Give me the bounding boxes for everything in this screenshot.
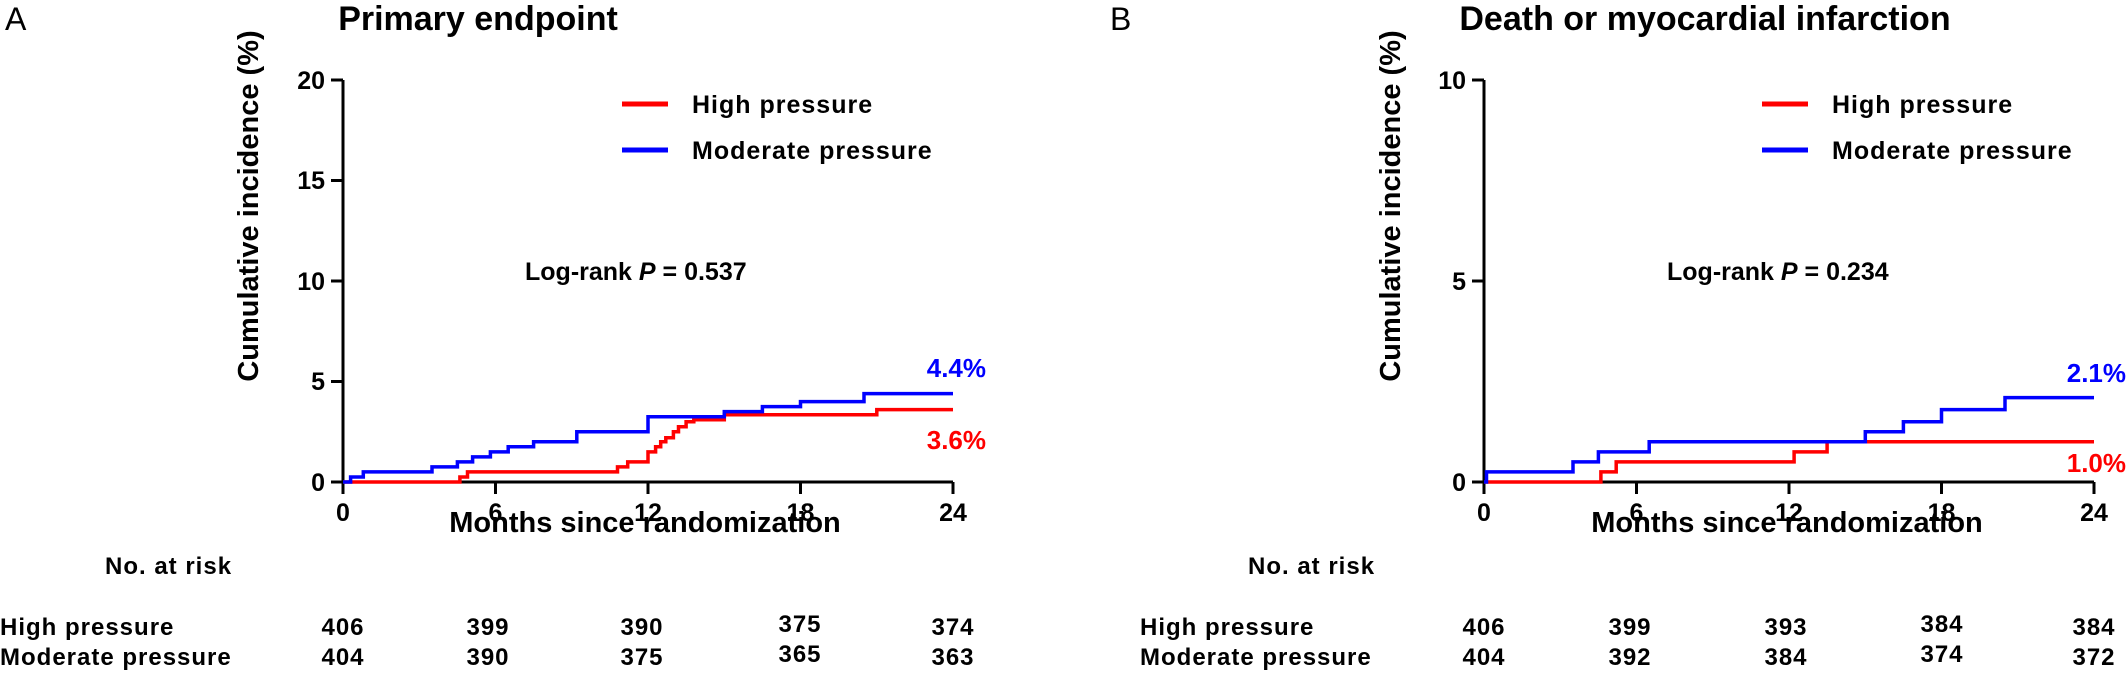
panel-b: B Death or myocardial infarction Cumulat… bbox=[1110, 0, 2126, 671]
x-axis-label: Months since randomization bbox=[449, 507, 841, 539]
risk-cell: 406 bbox=[1462, 614, 1505, 641]
risk-row-label: High pressure bbox=[1140, 614, 1314, 641]
risk-cell: 375 bbox=[620, 644, 663, 671]
p-value: = 0.234 bbox=[1798, 258, 1889, 286]
x-axis: 0 6 12 18 24 bbox=[1477, 480, 2108, 527]
plot-lines bbox=[343, 391, 953, 484]
end-label-high-pressure: 3.6% bbox=[927, 425, 986, 455]
y-axis: 20 15 10 5 0 bbox=[297, 67, 345, 497]
risk-table: No. at risk High pressure Moderate press… bbox=[0, 553, 974, 671]
risk-cell: 393 bbox=[1764, 614, 1807, 641]
plot-lines bbox=[1484, 395, 2094, 484]
x-tick-label: 18 bbox=[1928, 499, 1956, 527]
x-tick-label: 18 bbox=[787, 499, 815, 527]
p-value: = 0.537 bbox=[656, 258, 747, 286]
series-line-high-pressure bbox=[343, 407, 953, 484]
log-rank-annotation: Log-rank P = 0.537 bbox=[525, 258, 747, 286]
legend-label-moderate-pressure: Moderate pressure bbox=[692, 137, 933, 165]
risk-table: No. at risk High pressure Moderate press… bbox=[1140, 553, 2115, 671]
log-rank-prefix: Log-rank bbox=[1667, 258, 1781, 286]
x-tick-label: 24 bbox=[939, 499, 967, 527]
risk-row-label: Moderate pressure bbox=[1140, 644, 1372, 671]
x-tick-label: 12 bbox=[1775, 499, 1803, 527]
legend: High pressure Moderate pressure bbox=[1762, 91, 2073, 165]
y-axis: 10 5 0 bbox=[1438, 67, 1486, 497]
risk-cell: 404 bbox=[321, 644, 364, 671]
risk-cell: 375 bbox=[778, 611, 821, 638]
x-tick-label: 6 bbox=[1630, 499, 1644, 527]
series-line-moderate-pressure bbox=[343, 391, 953, 484]
x-tick-label: 0 bbox=[336, 499, 350, 527]
panel-a: A Primary endpoint Cumulative incidence … bbox=[0, 0, 986, 671]
risk-cell: 406 bbox=[321, 614, 364, 641]
risk-row-label: High pressure bbox=[0, 614, 174, 641]
chart-title: Death or myocardial infarction bbox=[1459, 0, 1950, 38]
y-tick-label: 5 bbox=[311, 368, 325, 396]
y-tick-label: 10 bbox=[297, 268, 325, 296]
y-tick-label: 0 bbox=[311, 469, 325, 497]
risk-cell: 392 bbox=[1608, 644, 1651, 671]
risk-cell: 384 bbox=[2072, 614, 2115, 641]
log-rank-prefix: Log-rank bbox=[525, 258, 639, 286]
risk-cell: 390 bbox=[620, 614, 663, 641]
risk-cell: 384 bbox=[1764, 644, 1807, 671]
legend: High pressure Moderate pressure bbox=[622, 91, 933, 165]
panel-letter: B bbox=[1110, 1, 1131, 37]
p-symbol: P bbox=[639, 258, 656, 286]
x-axis-label: Months since randomization bbox=[1591, 507, 1983, 539]
risk-cell: 374 bbox=[931, 614, 974, 641]
y-axis-label: Cumulative incidence (%) bbox=[233, 30, 265, 381]
x-tick-label: 6 bbox=[489, 499, 503, 527]
legend-label-high-pressure: High pressure bbox=[1832, 91, 2013, 119]
risk-cell: 399 bbox=[1608, 614, 1651, 641]
series-line-moderate-pressure bbox=[1484, 395, 2094, 484]
y-tick-label: 10 bbox=[1438, 67, 1466, 95]
log-rank-annotation: Log-rank P = 0.234 bbox=[1667, 258, 1889, 286]
y-tick-label: 0 bbox=[1452, 469, 1466, 497]
risk-cell: 374 bbox=[1920, 641, 1963, 668]
risk-row-label: Moderate pressure bbox=[0, 644, 232, 671]
end-label-moderate-pressure: 2.1% bbox=[2067, 358, 2126, 388]
risk-cell: 365 bbox=[778, 641, 821, 668]
legend-label-moderate-pressure: Moderate pressure bbox=[1832, 137, 2073, 165]
x-tick-label: 24 bbox=[2080, 499, 2108, 527]
risk-table-header: No. at risk bbox=[105, 553, 232, 580]
risk-cell: 372 bbox=[2072, 644, 2115, 671]
risk-cell: 390 bbox=[466, 644, 509, 671]
y-tick-label: 5 bbox=[1452, 268, 1466, 296]
panel-letter: A bbox=[5, 1, 27, 37]
chart-title: Primary endpoint bbox=[338, 0, 618, 38]
x-tick-label: 0 bbox=[1477, 499, 1491, 527]
x-tick-label: 12 bbox=[634, 499, 662, 527]
y-tick-label: 20 bbox=[297, 67, 325, 95]
y-tick-label: 15 bbox=[297, 167, 325, 195]
y-axis-label: Cumulative incidence (%) bbox=[1375, 30, 1407, 381]
end-label-high-pressure: 1.0% bbox=[2067, 448, 2126, 478]
risk-cell: 384 bbox=[1920, 611, 1963, 638]
x-axis: 0 6 12 18 24 bbox=[336, 480, 967, 527]
risk-cell: 363 bbox=[931, 644, 974, 671]
end-label-moderate-pressure: 4.4% bbox=[927, 353, 986, 383]
p-symbol: P bbox=[1781, 258, 1798, 286]
risk-table-header: No. at risk bbox=[1248, 553, 1375, 580]
legend-label-high-pressure: High pressure bbox=[692, 91, 873, 119]
risk-cell: 399 bbox=[466, 614, 509, 641]
risk-cell: 404 bbox=[1462, 644, 1505, 671]
